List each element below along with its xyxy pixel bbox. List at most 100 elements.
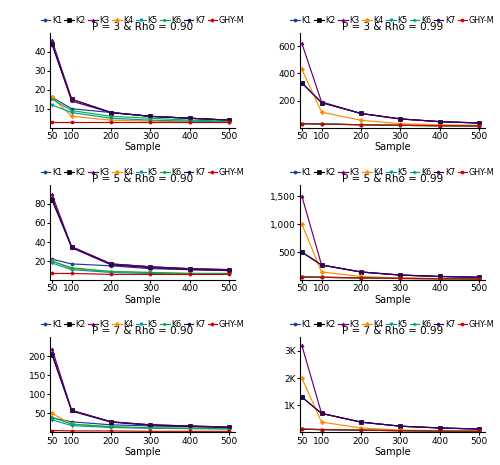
- GHY-M: [187, 119, 193, 125]
- Legend: K1, K2, K3, K4, K5, K6, K7, GHY-M: K1, K2, K3, K4, K5, K6, K7, GHY-M: [290, 320, 494, 329]
- K4: [398, 427, 404, 433]
- K2: [398, 272, 404, 278]
- GHY-M: [49, 271, 55, 276]
- Legend: K1, K2, K3, K4, K5, K6, K7, GHY-M: K1, K2, K3, K4, K5, K6, K7, GHY-M: [40, 16, 244, 25]
- K2: [299, 249, 305, 255]
- K6: [108, 424, 114, 430]
- K6: [68, 265, 74, 271]
- GHY-M: [358, 275, 364, 281]
- K4: [68, 113, 74, 119]
- K5: [476, 123, 482, 129]
- K7: [226, 117, 232, 123]
- K5: [318, 274, 324, 280]
- K5: [358, 122, 364, 127]
- GHY-M: [318, 121, 324, 127]
- Line: K6: K6: [50, 416, 230, 430]
- K6: [187, 271, 193, 276]
- K2: [187, 266, 193, 272]
- GHY-M: [49, 119, 55, 125]
- K3: [226, 117, 232, 123]
- K4: [299, 221, 305, 227]
- K1: [358, 275, 364, 281]
- K5: [49, 260, 55, 266]
- Line: K4: K4: [300, 377, 480, 432]
- GHY-M: [108, 272, 114, 277]
- K2: [108, 419, 114, 425]
- K1: [49, 256, 55, 262]
- K3: [108, 261, 114, 267]
- K4: [226, 426, 232, 432]
- Legend: K1, K2, K3, K4, K5, K6, K7, GHY-M: K1, K2, K3, K4, K5, K6, K7, GHY-M: [290, 16, 494, 25]
- Line: K2: K2: [300, 396, 480, 431]
- K6: [49, 258, 55, 264]
- K1: [398, 276, 404, 281]
- K3: [49, 37, 55, 43]
- K7: [49, 195, 55, 201]
- K4: [476, 276, 482, 282]
- K2: [108, 261, 114, 267]
- K3: [476, 120, 482, 126]
- K3: [398, 272, 404, 278]
- K2: [68, 244, 74, 250]
- K5: [436, 276, 442, 281]
- K1: [68, 106, 74, 112]
- GHY-M: [68, 119, 74, 125]
- Line: K6: K6: [300, 428, 480, 433]
- K1: [476, 429, 482, 434]
- K2: [358, 269, 364, 275]
- K3: [299, 193, 305, 199]
- Title: P = 7 & Rho = 0.99: P = 7 & Rho = 0.99: [342, 326, 443, 337]
- GHY-M: [68, 271, 74, 276]
- K1: [108, 110, 114, 115]
- Line: GHY-M: GHY-M: [300, 428, 480, 433]
- K4: [68, 421, 74, 427]
- K6: [226, 426, 232, 432]
- K7: [226, 425, 232, 430]
- K3: [299, 40, 305, 46]
- K4: [358, 118, 364, 123]
- Line: K2: K2: [300, 251, 480, 279]
- K5: [318, 121, 324, 127]
- K5: [148, 425, 154, 431]
- K7: [299, 394, 305, 400]
- K1: [476, 276, 482, 282]
- K7: [49, 41, 55, 47]
- K7: [476, 274, 482, 280]
- K5: [436, 428, 442, 434]
- K4: [436, 122, 442, 127]
- K3: [358, 111, 364, 116]
- K3: [49, 346, 55, 352]
- X-axis label: Sample: Sample: [374, 142, 411, 153]
- K7: [299, 80, 305, 86]
- GHY-M: [226, 119, 232, 125]
- K1: [436, 428, 442, 434]
- K5: [358, 275, 364, 281]
- K7: [108, 419, 114, 425]
- K5: [318, 427, 324, 432]
- K2: [187, 423, 193, 429]
- K2: [398, 424, 404, 429]
- K6: [436, 428, 442, 434]
- K1: [108, 422, 114, 428]
- K5: [299, 121, 305, 126]
- K5: [476, 429, 482, 434]
- GHY-M: [398, 122, 404, 128]
- GHY-M: [108, 428, 114, 434]
- K6: [148, 270, 154, 275]
- GHY-M: [318, 274, 324, 280]
- GHY-M: [436, 123, 442, 128]
- Line: K1: K1: [300, 428, 480, 433]
- K2: [398, 116, 404, 122]
- Line: K2: K2: [50, 199, 230, 271]
- K3: [318, 411, 324, 416]
- K4: [49, 411, 55, 416]
- Line: K5: K5: [50, 261, 230, 276]
- K4: [187, 271, 193, 276]
- K6: [187, 425, 193, 431]
- GHY-M: [49, 428, 55, 433]
- GHY-M: [148, 119, 154, 125]
- K2: [68, 407, 74, 413]
- K4: [436, 428, 442, 433]
- K1: [68, 419, 74, 425]
- K5: [398, 122, 404, 128]
